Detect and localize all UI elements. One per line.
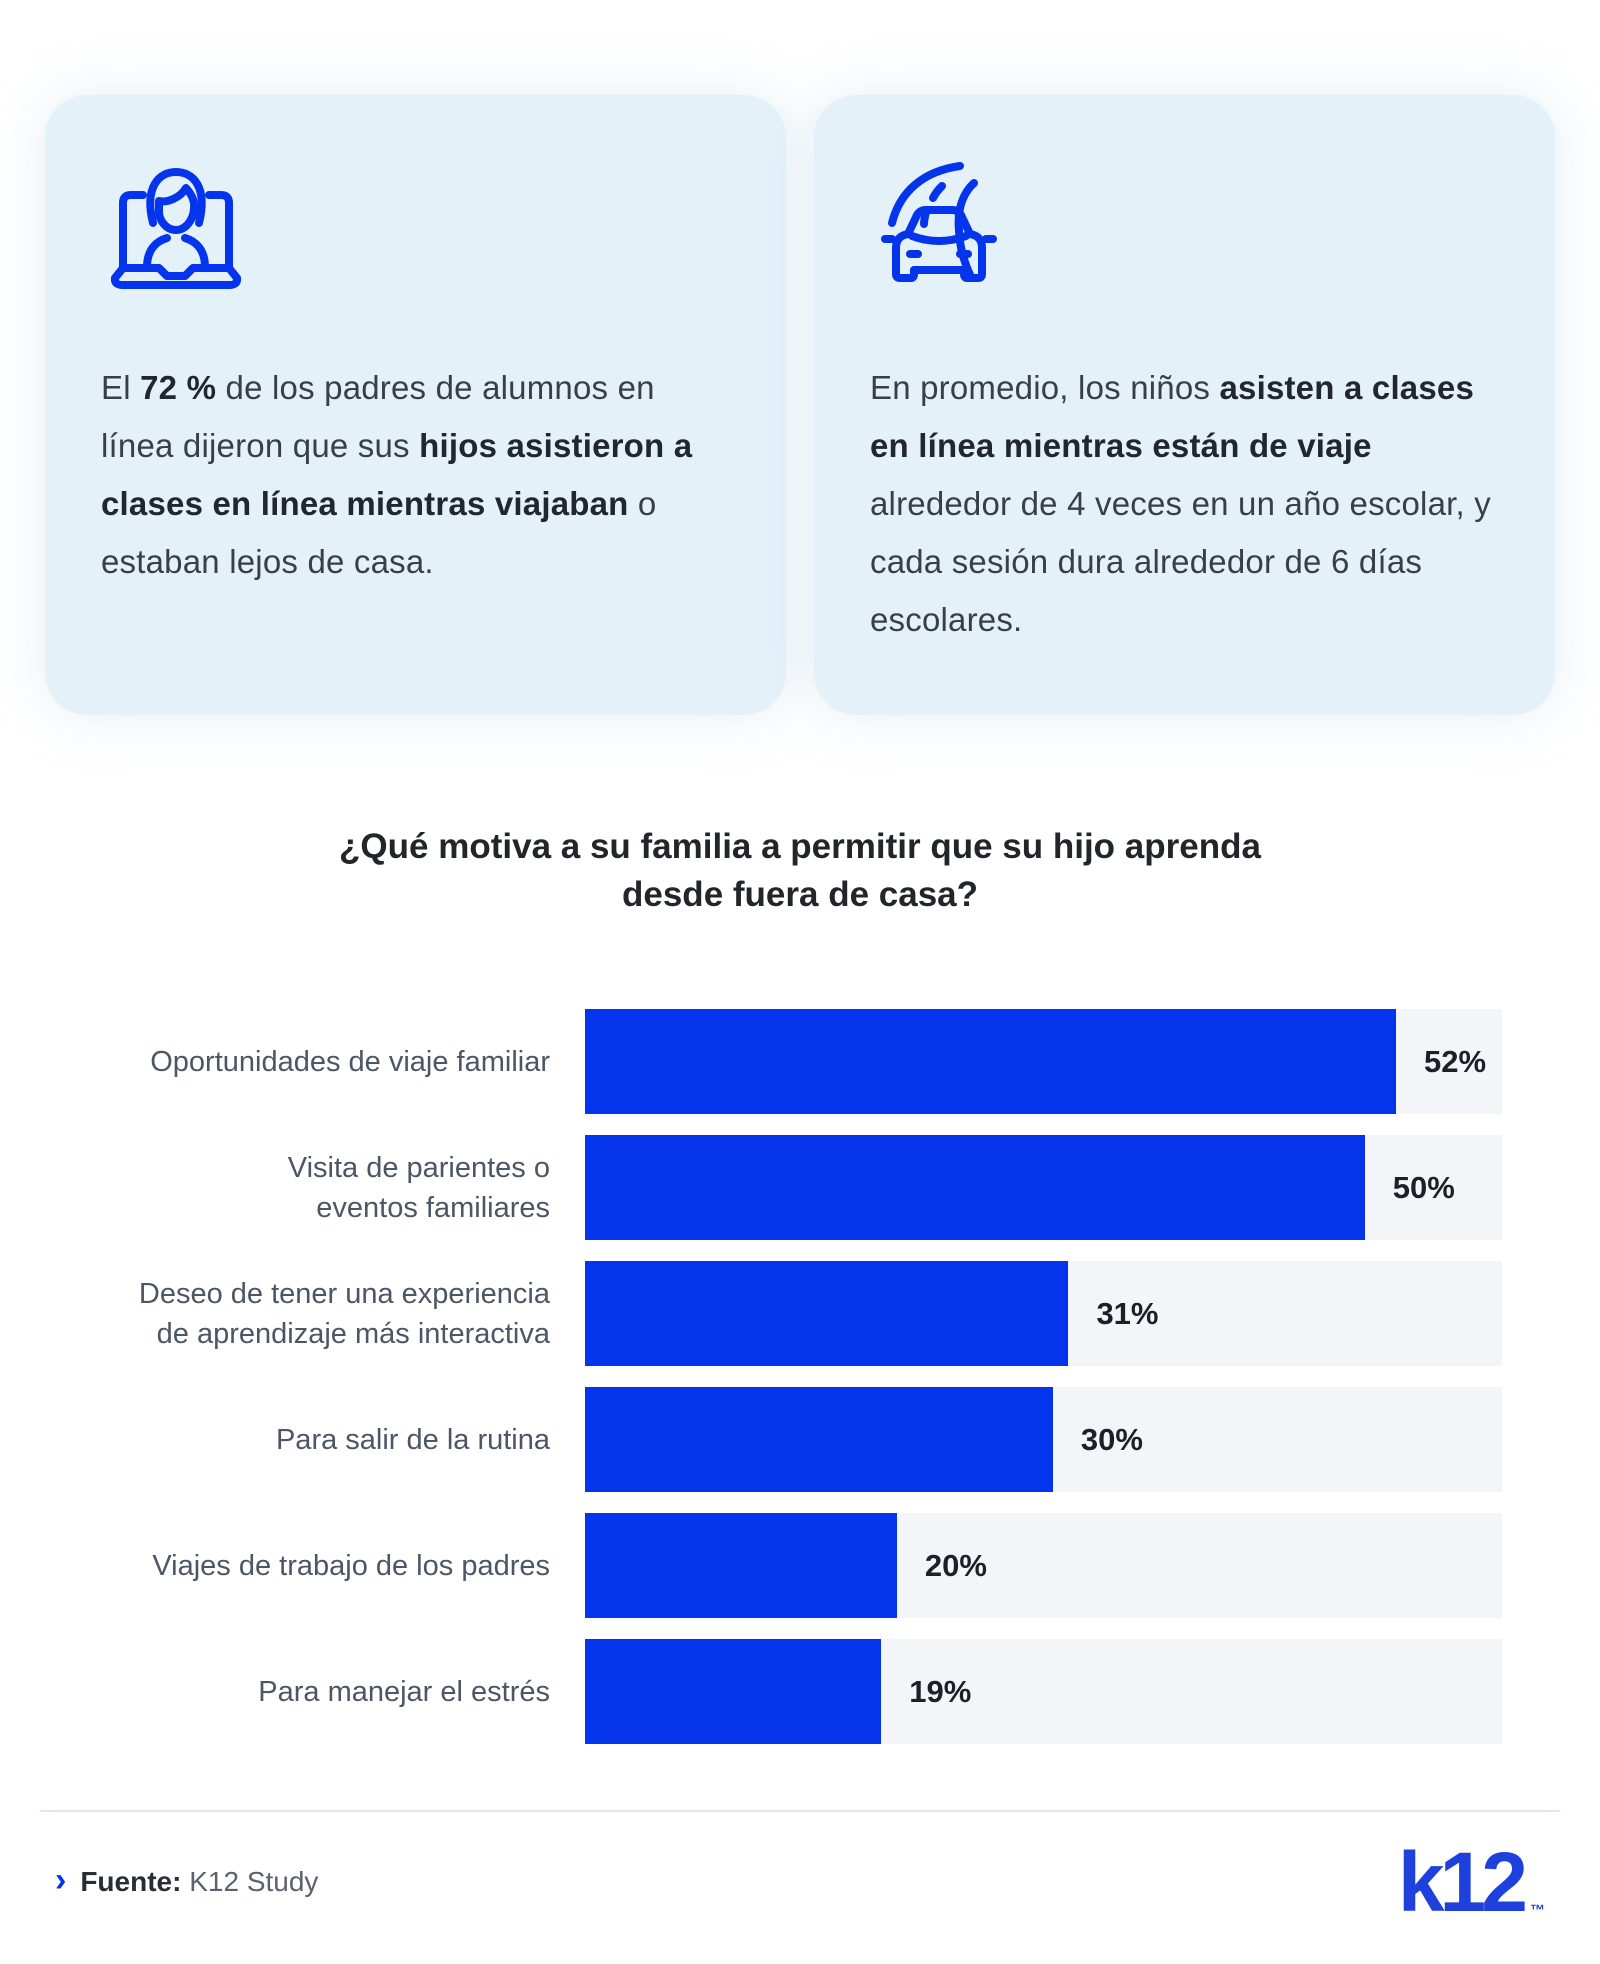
bar-category-label: Oportunidades de viaje familiar	[150, 1045, 550, 1078]
chevron-right-icon: ›	[55, 1861, 67, 1899]
bar	[585, 1009, 1396, 1114]
bar-category-label: Viajes de trabajo de los padres	[152, 1549, 550, 1582]
card-text: En promedio, los niños asisten a clases …	[870, 369, 1491, 638]
bar-category-label: Para manejar el estrés	[258, 1675, 550, 1708]
stat-cards: El 72 % de los padres de alumnos en líne…	[0, 0, 1600, 715]
bar-chart: Oportunidades de viaje familiar 52% Visita…	[85, 1009, 1502, 1744]
car-on-road-icon	[881, 162, 997, 282]
chart-row: Viajes de trabajo de los padres 20%	[85, 1513, 1502, 1618]
bar-track: 19%	[585, 1639, 1502, 1744]
bar-track: 50%	[585, 1135, 1502, 1240]
footer: › Fuente: K12 Study k12 ™	[55, 1840, 1545, 1924]
bar	[585, 1387, 1053, 1492]
k12-logo-text: k12	[1397, 1835, 1528, 1929]
bar-track: 52%	[585, 1009, 1502, 1114]
chart-row: Para manejar el estrés 19%	[85, 1639, 1502, 1744]
footer-divider	[40, 1810, 1560, 1812]
bar-value-label: 50%	[1392, 1169, 1455, 1205]
bar-category-label: Visita de parientes o eventos familiares	[287, 1151, 550, 1224]
bar-track: 30%	[585, 1387, 1502, 1492]
card-text: El 72 % de los padres de alumnos en líne…	[101, 369, 693, 580]
bar-track: 20%	[585, 1513, 1502, 1618]
chart-row: Deseo de tener una experiencia de aprend…	[85, 1261, 1502, 1366]
bar-value-label: 52%	[1423, 1043, 1487, 1079]
source-label: Fuente:	[80, 1866, 182, 1897]
chart-title-line-1: ¿Qué motiva a su familia a permitir que …	[339, 827, 1261, 866]
stat-card-travel-frequency: En promedio, los niños asisten a clases …	[814, 95, 1555, 715]
bar-value-label: 20%	[924, 1547, 987, 1583]
source-value: K12 Study	[189, 1866, 319, 1897]
chart-row: Visita de parientes o eventos familiares…	[85, 1135, 1502, 1240]
trademark-symbol: ™	[1530, 1902, 1545, 1919]
bar-value-label: 30%	[1080, 1421, 1143, 1457]
bar-value-label: 31%	[1096, 1295, 1159, 1331]
chart-row: Para salir de la rutina 30%	[85, 1387, 1502, 1492]
chart-title-line-2: desde fuera de casa?	[622, 875, 978, 914]
bar	[585, 1639, 882, 1744]
stat-card-online-classes: El 72 % de los padres de alumnos en líne…	[45, 95, 786, 715]
source-note: › Fuente: K12 Study	[55, 1861, 318, 1899]
source-text: Fuente: K12 Study	[80, 1866, 318, 1898]
bar-value-label: 19%	[909, 1673, 972, 1709]
bar	[585, 1513, 897, 1618]
chart-row: Oportunidades de viaje familiar 52%	[85, 1009, 1502, 1114]
bar-category-label: Para salir de la rutina	[275, 1423, 550, 1456]
woman-on-laptop-icon	[110, 168, 242, 289]
bar	[585, 1135, 1365, 1240]
bar	[585, 1261, 1069, 1366]
chart-title: ¿Qué motiva a su familia a permitir que …	[225, 823, 1375, 919]
bar-category-label: Deseo de tener una experiencia de aprend…	[138, 1277, 550, 1350]
k12-logo: k12 ™	[1398, 1840, 1545, 1924]
bar-track: 31%	[585, 1261, 1502, 1366]
